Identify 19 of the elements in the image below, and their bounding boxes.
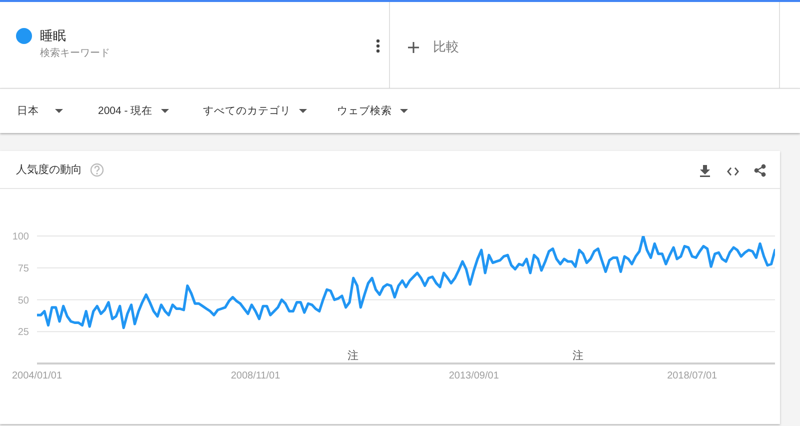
x-tick-label: 2018/07/01 — [667, 370, 718, 382]
y-tick-label: 25 — [18, 327, 30, 338]
y-tick-label: 50 — [18, 295, 30, 306]
x-tick-label: 2008/11/01 — [230, 370, 281, 382]
line-series — [37, 236, 775, 330]
annotation: 注 — [572, 349, 584, 363]
text: 日本 — [17, 104, 39, 119]
x-tick-label: 2013/09/01 — [448, 370, 500, 382]
text: すべてのカテゴリ — [203, 104, 291, 119]
text: ウェブ検索 — [337, 104, 392, 119]
y-tick-label: 75 — [18, 263, 30, 274]
legend-label: 睡眠 — [40, 27, 66, 45]
y-tick-label: 100 — [12, 232, 30, 243]
chart-title: 人気度の動向 — [16, 162, 82, 178]
x-tick-label: 2004/01/01 — [12, 370, 62, 382]
text: 検索キーワード — [40, 47, 110, 61]
text: 比較 — [433, 38, 459, 56]
annotation: 注 — [346, 349, 360, 363]
text: 2004 - 現在 — [98, 104, 153, 119]
